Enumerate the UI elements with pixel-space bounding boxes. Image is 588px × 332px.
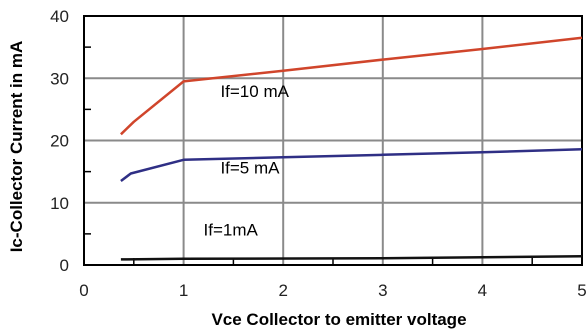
grid — [84, 16, 582, 265]
y-tick-label: 10 — [50, 194, 69, 213]
y-tick-label: 40 — [50, 7, 69, 26]
y-axis-title: Ic-Collector Current in mA — [7, 41, 26, 253]
x-tick-label: 0 — [79, 281, 88, 300]
y-tick-label: 30 — [50, 69, 69, 88]
series-label-3: If=1mA — [204, 221, 259, 240]
x-tick-labels: 0 1 2 3 4 5 — [79, 281, 586, 300]
series-line-1 — [120, 36, 583, 136]
x-axis-title: Vce Collector to emitter voltage — [211, 310, 466, 329]
y-tick-label: 20 — [50, 132, 69, 151]
x-tick-label: 4 — [478, 281, 487, 300]
series-label-2: If=5 mA — [220, 158, 280, 177]
plot-frame — [83, 15, 583, 266]
series-layer — [120, 36, 583, 261]
series-label-1: If=10 mA — [220, 82, 289, 101]
x-tick-label: 3 — [378, 281, 387, 300]
series-line-2 — [120, 147, 583, 182]
x-tick-label: 5 — [577, 281, 586, 300]
series-labels: If=10 mA If=5 mA If=1mA — [204, 82, 290, 240]
x-tick-label: 1 — [179, 281, 188, 300]
series-line-3 — [120, 255, 583, 261]
x-tick-label: 2 — [278, 281, 287, 300]
y-tick-labels: 0 10 20 30 40 — [50, 7, 69, 275]
y-tick-label: 0 — [60, 256, 69, 275]
